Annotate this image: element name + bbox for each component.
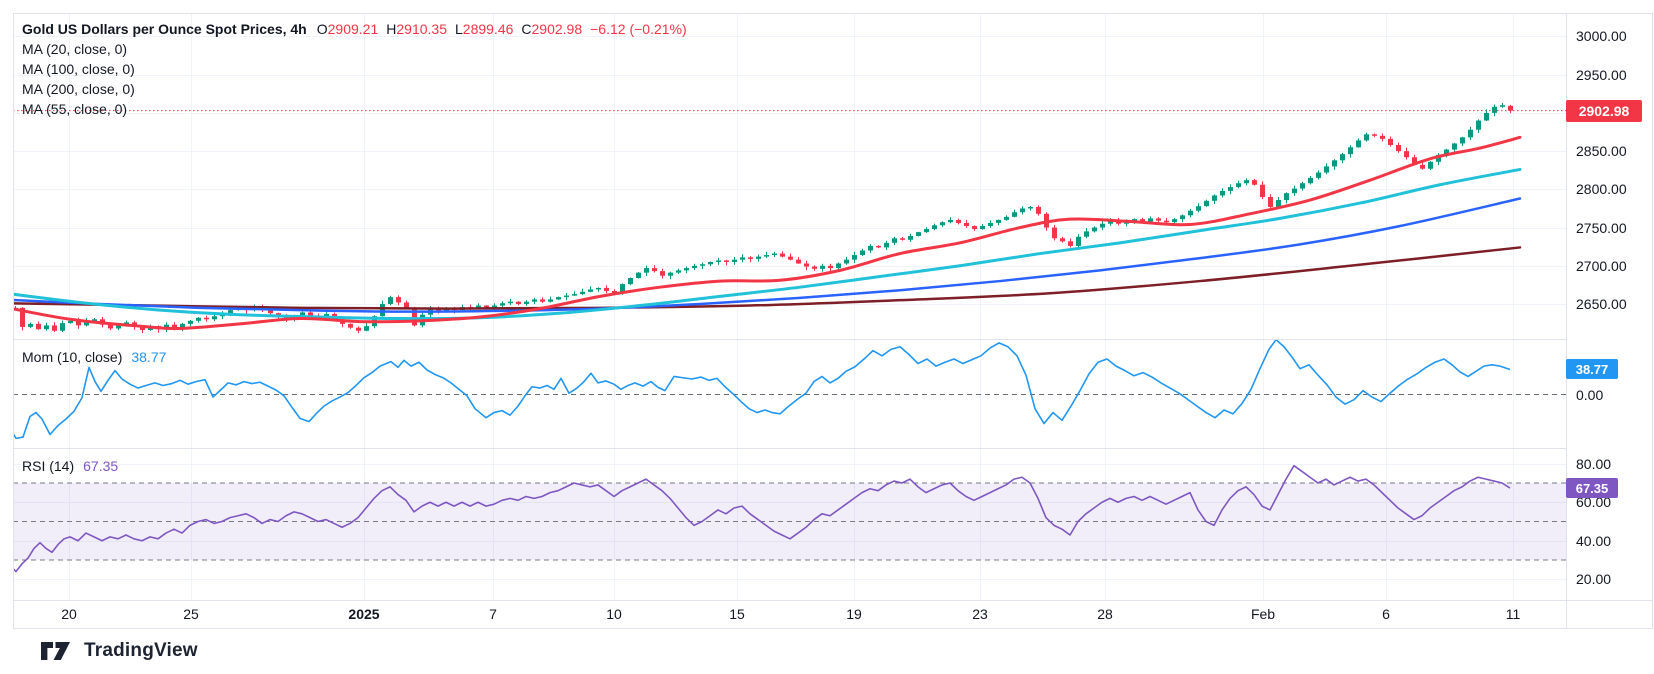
open-label: O — [316, 21, 328, 37]
indicator-legend-ma200[interactable]: MA (200, close, 0) — [22, 81, 135, 97]
price-tick-label: 2950.00 — [1576, 66, 1627, 83]
close-label: C — [521, 21, 532, 37]
time-tick-label: 15 — [729, 606, 745, 622]
price-tick-label: 2850.00 — [1576, 143, 1627, 160]
tradingview-logo[interactable]: TradingView — [40, 640, 198, 662]
time-tick-label: 20 — [61, 606, 77, 622]
time-tick-label: 7 — [489, 606, 497, 622]
momentum-line — [13, 339, 1511, 440]
pane-separators — [13, 13, 1653, 629]
candlestick-series — [13, 103, 1513, 334]
rsi-tick-label: 80.00 — [1576, 455, 1612, 472]
symbol-title-row[interactable]: Gold US Dollars per Ounce Spot Prices, 4… — [22, 19, 687, 39]
momentum-value-badge: 38.77 — [1566, 359, 1618, 380]
ohlc-values: O 2909.21 H 2910.35 L 2899.46 C 2902.98 −6.1… — [317, 19, 687, 39]
time-tick-label: 23 — [972, 606, 988, 622]
time-tick-label: 25 — [183, 606, 199, 622]
time-tick-label: 10 — [606, 606, 622, 622]
time-tick-label: Feb — [1250, 606, 1276, 622]
momentum-tick-label: 0.00 — [1576, 386, 1604, 403]
momentum-indicator-value: 38.77 — [131, 349, 167, 365]
close-value: 2902.98 — [531, 21, 583, 37]
indicator-legend-ma100[interactable]: MA (100, close, 0) — [22, 61, 135, 77]
price-tick-label: 2800.00 — [1576, 181, 1627, 198]
indicator-legend-ma20[interactable]: MA (20, close, 0) — [22, 41, 128, 57]
rsi-tick-label: 40.00 — [1576, 532, 1612, 549]
symbol-title: Gold US Dollars per Ounce Spot Prices, 4… — [22, 21, 307, 37]
time-tick-label: 2025 — [348, 606, 380, 622]
time-tick-label: 6 — [1382, 606, 1390, 622]
momentum-indicator-label: Mom (10, close) — [22, 349, 123, 365]
ma100-line — [13, 197, 1522, 313]
legend: Gold US Dollars per Ounce Spot Prices, 4… — [22, 19, 687, 119]
time-tick-label: 19 — [846, 606, 862, 622]
price-tick-label: 2650.00 — [1576, 296, 1627, 312]
rsi-indicator-label: RSI (14) — [22, 458, 75, 474]
price-tick-label: 2750.00 — [1576, 219, 1627, 236]
ma200-line — [13, 246, 1522, 310]
time-tick-label: 11 — [1505, 606, 1521, 622]
high-value: 2910.35 — [396, 21, 447, 37]
tradingview-logo-icon — [41, 642, 70, 660]
price-tick-label: 2700.00 — [1576, 257, 1627, 274]
time-scale[interactable]: 20 25 2025 7 10 15 19 23 28 Feb 6 11 — [13, 600, 1566, 629]
indicator-legend-ma55[interactable]: MA (55, close, 0) — [22, 101, 128, 117]
rsi-tick-label: 20.00 — [1576, 571, 1612, 588]
rsi-value-badge: 67.35 — [1566, 478, 1618, 499]
ma20-line — [13, 135, 1522, 331]
low-value: 2899.46 — [462, 21, 514, 37]
price-scale[interactable]: 3000.00 2950.00 2850.00 2800.00 2750.00 2700.… — [1566, 13, 1653, 600]
price-tick-label: 3000.00 — [1576, 28, 1627, 45]
rsi-legend-row[interactable]: RSI (14) 67.35 — [22, 456, 118, 476]
tradingview-logo-text: TradingView — [84, 640, 198, 661]
change-value: −6.12 (−0.21%) — [590, 21, 687, 37]
time-tick-label: 28 — [1097, 606, 1113, 622]
ma55-line — [13, 167, 1522, 321]
low-label: L — [454, 21, 463, 37]
last-price-badge: 2902.98 — [1566, 99, 1642, 122]
open-value: 2909.21 — [327, 21, 379, 37]
moving-averages — [13, 135, 1522, 331]
rsi-indicator-value: 67.35 — [83, 458, 119, 474]
high-label: H — [386, 21, 397, 37]
momentum-legend-row[interactable]: Mom (10, close) 38.77 — [22, 347, 166, 367]
rsi-tick-label: 60.00 — [1576, 494, 1612, 511]
rsi-line — [13, 464, 1511, 573]
